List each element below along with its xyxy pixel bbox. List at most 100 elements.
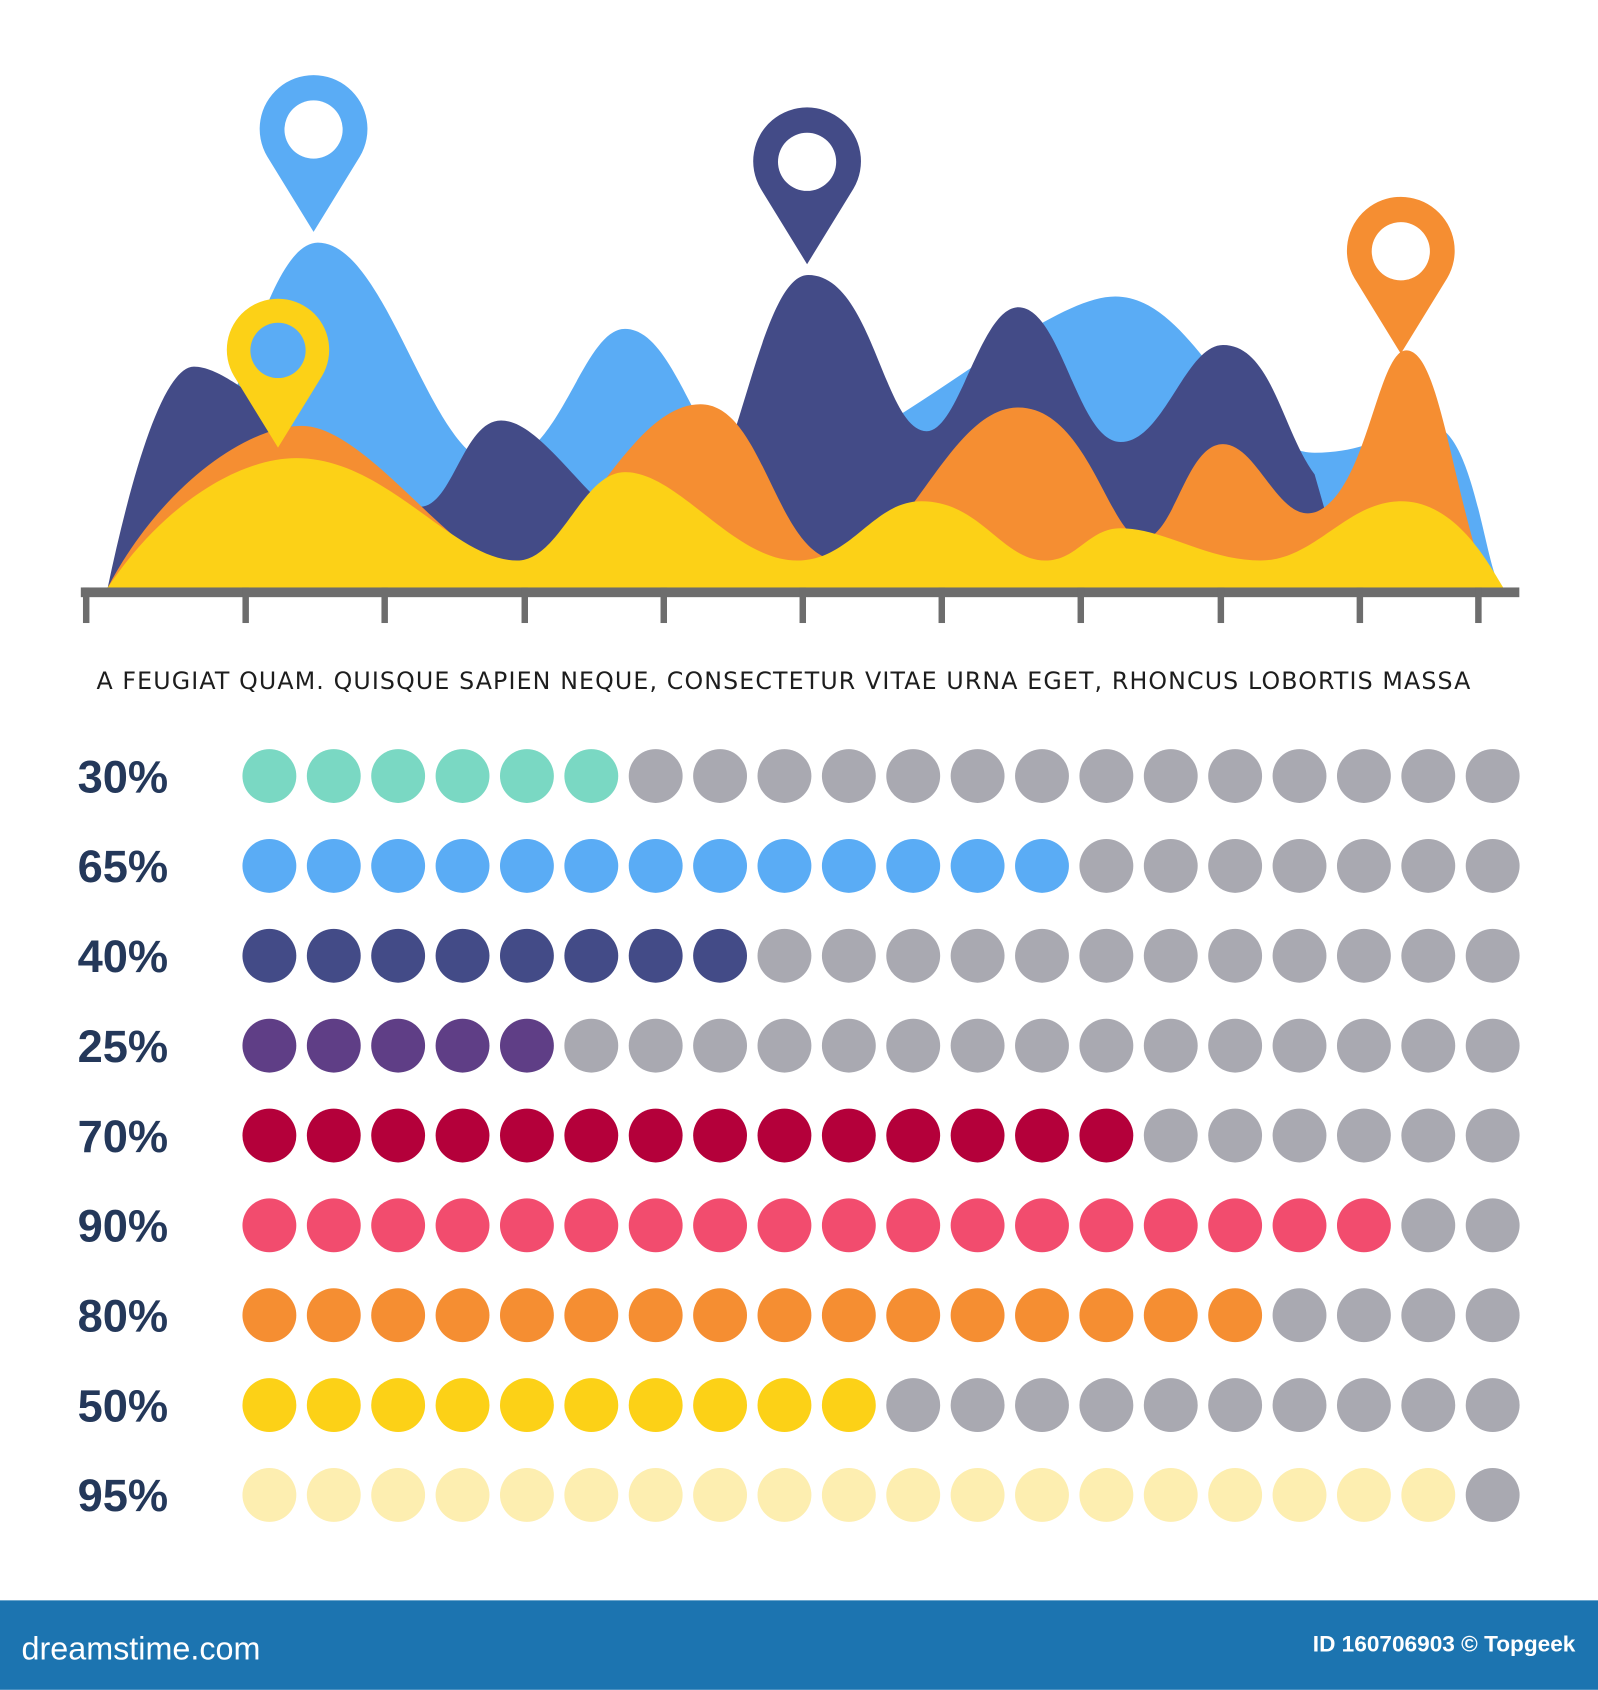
dot-filled [306,928,361,983]
dot-filled [693,1288,748,1343]
dot-empty [1208,928,1263,983]
dot-filled [1208,1468,1263,1522]
row-label: 70% [78,1111,169,1162]
dot-filled [628,1468,683,1522]
row-label: 65% [78,841,169,892]
dot-filled [435,1198,490,1253]
dot-empty [1336,749,1391,803]
dot-empty [1465,1198,1520,1253]
dot-filled [950,1108,1005,1163]
dot-filled [950,1468,1005,1522]
dot-empty [1401,1018,1456,1073]
pin-light-blue [259,75,368,232]
footer-id: ID 160706903 © Topgeek [1313,1632,1576,1657]
dot-row [242,1198,1520,1253]
pin-orange [1346,196,1455,354]
dot-filled [242,1018,297,1073]
dot-filled [628,928,683,983]
dot-filled [757,838,812,893]
dot-filled [821,1108,876,1163]
dot-empty [1272,1288,1327,1343]
dot-row [242,1288,1520,1343]
dot-empty [1079,749,1134,803]
dot-empty [886,1018,941,1073]
dot-filled [564,928,619,983]
dot-filled [757,1288,812,1343]
dot-empty [950,1378,1005,1433]
dot-filled [242,1108,297,1163]
dot-filled [886,838,941,893]
dot-filled [435,1468,490,1522]
dot-row [242,1468,1520,1522]
dot-filled [821,1288,876,1343]
dot-empty [628,749,683,803]
dot-filled [499,749,554,803]
dot-empty [1015,1378,1069,1433]
dot-empty [1272,749,1327,803]
dot-empty [1465,749,1520,803]
dot-empty [950,1018,1005,1073]
dot-filled [693,1108,748,1163]
dot-row [242,928,1520,983]
dot-filled [371,1108,426,1163]
dot-empty [693,749,748,803]
dot-filled [371,749,426,803]
dot-empty [1336,1108,1391,1163]
dot-filled [1015,838,1069,893]
dot-empty [1465,838,1520,893]
pin-yellow [226,298,330,448]
dot-empty [1272,928,1327,983]
dot-empty [950,928,1005,983]
dot-empty [1143,1378,1198,1433]
dot-filled [950,1288,1005,1343]
dot-empty [1208,1378,1263,1433]
dot-filled [757,1468,812,1522]
dot-empty [1208,1018,1263,1073]
dot-filled [886,1288,941,1343]
dot-filled [435,1288,490,1343]
dot-empty [886,749,941,803]
dot-row [242,1018,1520,1073]
dot-empty [1465,1108,1520,1163]
dot-filled [371,1468,426,1522]
dot-empty [1079,928,1134,983]
dot-filled [242,928,297,983]
dot-filled [1336,1198,1391,1253]
dot-filled [821,1468,876,1522]
dot-row [242,838,1520,893]
dot-empty [1272,1018,1327,1073]
dot-empty [1079,1378,1134,1433]
dot-empty [1401,928,1456,983]
dot-filled [499,1108,554,1163]
dot-filled [564,1108,619,1163]
footer-site: dreamstime.com [22,1631,261,1667]
row-label: 30% [78,751,169,802]
dot-filled [564,838,619,893]
dot-empty [1336,1288,1391,1343]
dot-empty [1143,838,1198,893]
caption: A FEUGIAT QUAM. QUISQUE SAPIEN NEQUE, CO… [96,667,1470,695]
dot-row [242,1108,1520,1163]
dot-filled [306,1378,361,1433]
dot-filled [1143,1288,1198,1343]
dot-filled [886,1198,941,1253]
dot-empty [1208,838,1263,893]
footer-bar [0,1600,1598,1690]
dot-empty [1208,749,1263,803]
dot-filled [693,1468,748,1522]
dot-filled [757,1378,812,1433]
dot-filled [628,1198,683,1253]
dot-filled [886,1108,941,1163]
dot-filled [435,1378,490,1433]
dot-row [242,1378,1520,1433]
dot-empty [564,1018,619,1073]
dot-empty [1465,1468,1520,1522]
dot-filled [1336,1468,1391,1522]
dot-filled [499,1198,554,1253]
dot-filled [1143,1468,1198,1522]
dot-filled [1143,1198,1198,1253]
dot-empty [1401,1198,1456,1253]
dot-filled [693,928,748,983]
dot-filled [242,838,297,893]
